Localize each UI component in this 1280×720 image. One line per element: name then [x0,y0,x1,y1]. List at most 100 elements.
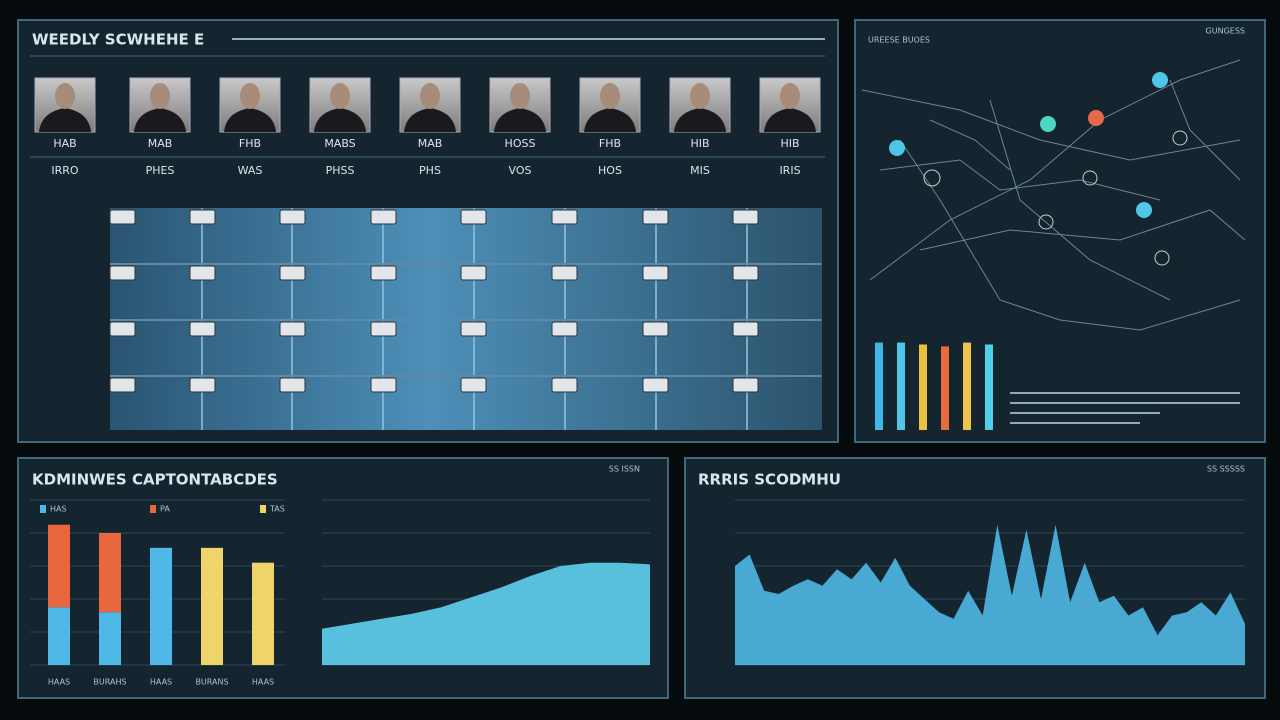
legend-swatch [40,505,46,513]
slot [460,377,487,393]
portrait-suit [584,108,636,132]
slot [370,377,397,393]
kpi-badge: SS ISSN [609,465,640,474]
map-panel [854,19,1266,443]
x-tick-label: HAAS [150,678,172,687]
map-badge: GUNGESS [1206,27,1245,36]
person-name: HAB [53,137,76,150]
slot [279,265,306,281]
slot [109,265,136,281]
trend-badge: SS SSSSS [1207,465,1245,474]
portrait-suit [134,108,186,132]
portrait-suit [314,108,366,132]
person-tag: PHS [419,164,441,177]
slot [732,209,759,225]
person-tag: PHSS [326,164,355,177]
bar [897,342,905,430]
person-tag: IRIS [779,164,800,177]
legend-label: PA [160,505,170,514]
x-tick-label: BURANS [195,678,228,687]
person-name: MAB [418,137,443,150]
slot [109,377,136,393]
map-roads [861,59,1246,331]
bar-segment [150,547,172,665]
area [735,524,1245,665]
slot [642,377,669,393]
trend-title: RRRIS SCODMHU [698,471,841,489]
portrait-head [150,83,170,109]
person-tag: PHES [146,164,175,177]
bar [963,342,971,430]
bar [919,344,927,430]
person-name: HIB [690,137,709,150]
slot [189,265,216,281]
person-name: FHB [239,137,261,150]
person-tag: MIS [690,164,710,177]
slot [732,377,759,393]
portrait-head [330,83,350,109]
bar [875,342,883,430]
portrait-head [690,83,710,109]
portrait-head [55,83,75,109]
portrait-suit [674,108,726,132]
person-tag: VOS [509,164,532,177]
slot [370,209,397,225]
person-name: HIB [780,137,799,150]
slot [460,321,487,337]
area [322,562,650,665]
slot [551,377,578,393]
slot [189,321,216,337]
person-name: HOSS [505,137,536,150]
slot [642,321,669,337]
person-tag: IRRO [51,164,79,177]
portrait-head [510,83,530,109]
kpi-title: KDMINWES CAPTONTABCDES [32,471,278,489]
slot [732,265,759,281]
schedule-title: WEEDLY SCWHEHE E [32,31,204,49]
person-tag: WAS [238,164,263,177]
person-name: MAB [148,137,173,150]
slot [642,209,669,225]
slot [279,321,306,337]
slot [551,321,578,337]
slot [279,377,306,393]
bar [985,344,993,430]
bar [941,346,949,430]
person-name: FHB [599,137,621,150]
slot [189,209,216,225]
bar-segment [99,612,121,665]
slot [551,265,578,281]
slot [370,265,397,281]
person-name: MABS [324,137,355,150]
x-tick-label: BURAHS [93,678,126,687]
map-pins [889,72,1188,266]
person-tag: HOS [598,164,622,177]
x-tick-label: HAAS [252,678,274,687]
map-legend [1010,392,1240,424]
bar-segment [48,524,70,608]
x-tick-label: HAAS [48,678,70,687]
slot [551,209,578,225]
portrait-suit [494,108,546,132]
slot [370,321,397,337]
slot [642,265,669,281]
slot [732,321,759,337]
legend-swatch [150,505,156,513]
legend-swatch [260,505,266,513]
legend-label: HAS [50,505,67,514]
portrait-head [420,83,440,109]
bar-segment [252,562,274,665]
slot [109,209,136,225]
slot [460,265,487,281]
portrait-head [240,83,260,109]
portrait-head [600,83,620,109]
slot [460,209,487,225]
bar-segment [48,607,70,665]
portrait-suit [404,108,456,132]
portrait-suit [224,108,276,132]
bar-segment [99,533,121,613]
portrait-suit [764,108,816,132]
slot [109,321,136,337]
